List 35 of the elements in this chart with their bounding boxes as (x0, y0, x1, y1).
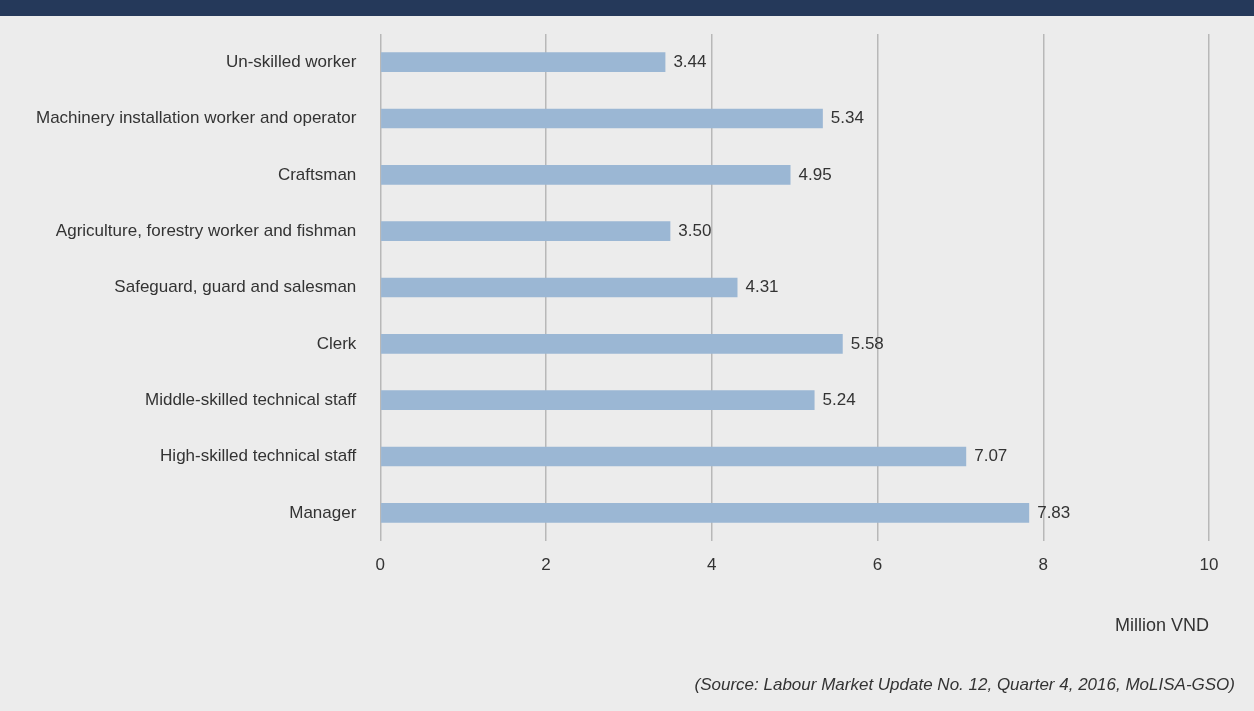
x-tick-label: 8 (1038, 554, 1048, 574)
bar (381, 333, 843, 354)
data-label: 5.58 (850, 333, 884, 353)
y-tick-label: Manager (289, 502, 357, 522)
x-tick-label: 4 (707, 554, 717, 574)
x-tick-label: 0 (375, 554, 386, 574)
data-label: 4.31 (745, 277, 779, 297)
data-label: 3.50 (678, 220, 712, 240)
y-tick-label: Agriculture, forestry worker and fishman (55, 220, 357, 240)
x-axis-title: Million VND (1114, 615, 1209, 636)
y-tick-label: Clerk (316, 333, 357, 353)
y-tick-label: Machinery installation worker and operator (36, 108, 357, 128)
x-tick-label: 2 (541, 554, 551, 574)
text: (Source: Labour Market Update No. 12, Quarter 4, 2016, MoLISA-GSO) (694, 675, 1235, 694)
data-label: 5.24 (822, 389, 856, 409)
bar (381, 164, 791, 185)
bar (381, 446, 967, 467)
bar (381, 390, 815, 411)
bar (381, 108, 823, 129)
x-tick-label: 10 (1199, 554, 1219, 574)
y-tick-label: High-skilled technical staff (160, 446, 357, 466)
data-label: 7.83 (1037, 502, 1071, 522)
data-label: 4.95 (798, 164, 832, 184)
bar (381, 52, 666, 73)
data-label: 7.07 (974, 446, 1008, 466)
bar (381, 221, 671, 242)
x-tick-label: 6 (872, 554, 883, 574)
y-tick-label: Middle-skilled technical staff (144, 389, 357, 409)
y-tick-label: Safeguard, guard and salesman (114, 277, 357, 297)
data-label: 3.44 (673, 51, 707, 71)
y-tick-label: Craftsman (277, 164, 357, 184)
bar (381, 277, 738, 298)
y-tick-label: Un-skilled worker (225, 51, 357, 71)
data-label: 5.34 (830, 108, 864, 128)
bar (381, 502, 1030, 523)
